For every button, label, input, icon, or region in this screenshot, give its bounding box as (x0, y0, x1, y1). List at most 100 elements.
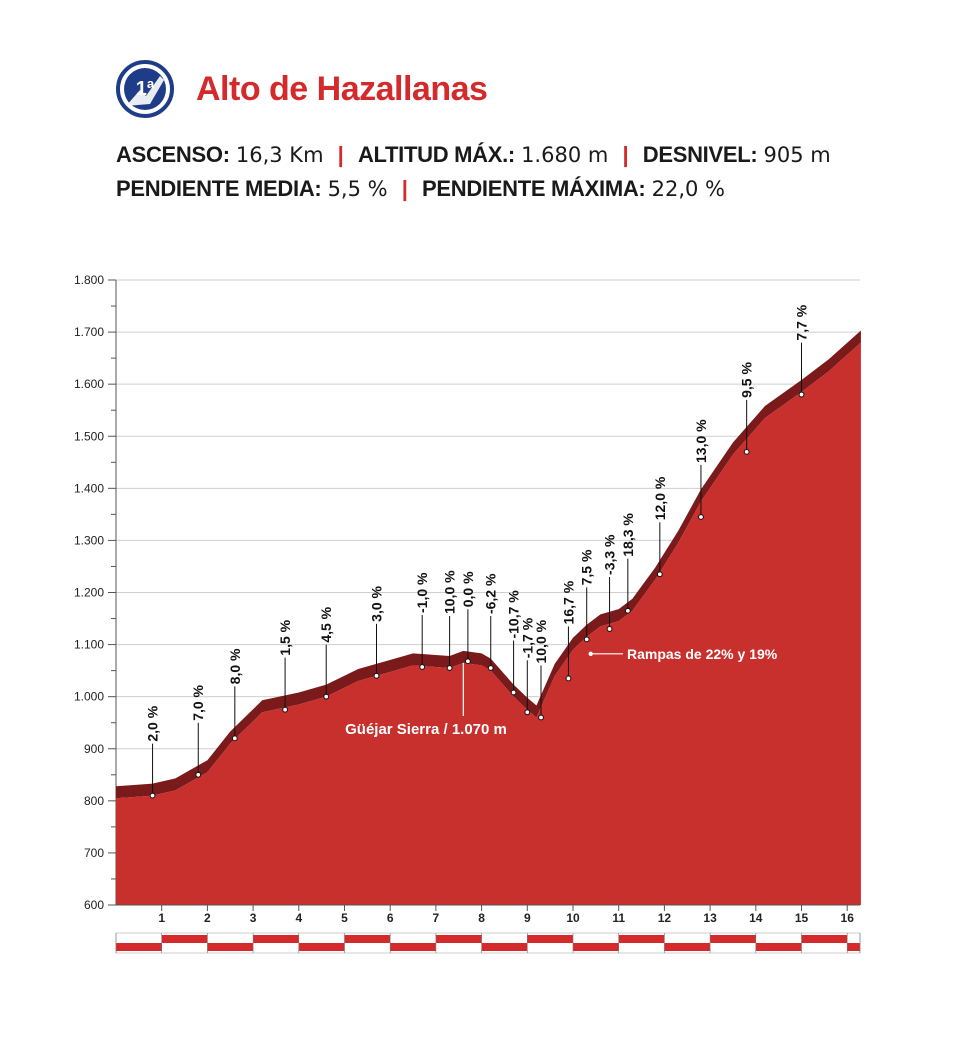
gradient-label: 13,0 % (693, 419, 709, 463)
gradient-point (524, 709, 531, 716)
x-tick-label: 10 (566, 911, 580, 925)
gradient-point (743, 448, 750, 455)
km-strip-segment (573, 943, 619, 951)
climb-stats: ASCENSO: 16,3 Km | ALTITUD MÁX.: 1.680 m… (116, 138, 831, 206)
y-tick-label: 600 (84, 898, 104, 912)
stat-label-ascent: ASCENSO: (116, 142, 230, 167)
gradient-label: 12,0 % (652, 476, 668, 520)
x-tick-label: 12 (658, 911, 672, 925)
gradient-label: 8,0 % (227, 648, 243, 684)
y-tick-label: 1.200 (74, 586, 104, 600)
gradient-label: 4,5 % (318, 606, 334, 642)
gradient-point (624, 607, 631, 614)
gradient-point (698, 514, 704, 520)
gradient-label: -1,7 % (519, 617, 535, 658)
x-tick-label: 7 (433, 911, 440, 925)
stat-label-max-gradient: PENDIENTE MÁXIMA: (422, 176, 646, 201)
gradient-point (149, 792, 156, 799)
km-strip-segment (253, 935, 299, 943)
gradient-label: 7,7 % (794, 304, 810, 340)
gradient-point (510, 689, 517, 696)
km-strip-segment (161, 935, 208, 943)
gradient-point (373, 672, 380, 679)
gradient-point (565, 675, 572, 682)
stat-label-elevation-gain: DESNIVEL: (642, 142, 758, 167)
gradient-point (282, 706, 288, 713)
km-strip-segment (344, 935, 391, 943)
y-tick-label: 1.700 (74, 325, 104, 339)
gradient-label: 0,0 % (460, 571, 476, 607)
gradient-point (487, 665, 494, 671)
gradient-point (538, 714, 544, 721)
km-strip-segment (116, 943, 162, 951)
gradient-label: 2,0 % (145, 705, 161, 741)
gradient-point (446, 665, 453, 671)
gradient-label: -1,0 % (414, 572, 430, 613)
x-tick-label: 9 (524, 911, 531, 925)
km-strip-segment (801, 935, 848, 943)
gradient-label: -3,3 % (602, 534, 618, 575)
gradient-point (419, 664, 426, 670)
gradient-label: 10,0 % (442, 570, 458, 614)
gradient-point (323, 693, 330, 700)
y-tick-label: 1.300 (74, 533, 104, 547)
stat-value-elevation-gain: 905 m (763, 143, 831, 167)
annotation-label: Güéjar Sierra / 1.070 m (345, 721, 507, 738)
x-tick-label: 14 (749, 911, 763, 925)
stats-row-2: PENDIENTE MEDIA: 5,5 % | PENDIENTE MÁXIM… (116, 172, 831, 206)
km-strip-segment (664, 943, 711, 951)
gradient-point (464, 658, 471, 665)
y-tick-label: 700 (84, 846, 104, 860)
km-strip-segment (481, 943, 528, 951)
gradient-label: 9,5 % (739, 362, 755, 398)
y-tick-label: 900 (84, 742, 104, 756)
category-badge-text: 1ª (136, 78, 155, 100)
km-strip-segment (435, 935, 482, 943)
km-strip-segment (847, 943, 860, 951)
gradient-point (798, 391, 805, 398)
gradient-point (606, 626, 613, 632)
gradient-label: 18,3 % (620, 513, 636, 557)
annotation-label: Rampas de 22% y 19% (627, 646, 778, 662)
gradient-point (656, 571, 663, 578)
km-strip-segment (527, 935, 573, 943)
stat-label-max-altitude: ALTITUD MÁX.: (357, 142, 515, 167)
category-badge-icon: 1ª (116, 60, 174, 118)
separator: | (401, 176, 408, 201)
gradient-label: 7,5 % (579, 549, 595, 585)
y-tick-label: 1.100 (74, 638, 104, 652)
x-tick-label: 13 (703, 911, 717, 925)
x-tick-label: 15 (795, 911, 809, 925)
gradient-point (231, 735, 238, 742)
y-tick-label: 1.600 (74, 377, 104, 391)
x-tick-label: 8 (478, 911, 485, 925)
gradient-point (583, 636, 590, 643)
stat-value-max-altitude: 1.680 m (521, 143, 609, 167)
x-tick-label: 16 (841, 911, 855, 925)
stat-value-ascent: 16,3 Km (235, 143, 324, 167)
x-tick-label: 2 (204, 911, 211, 925)
gradient-label: 3,0 % (368, 585, 384, 621)
climb-title: Alto de Hazallanas (196, 70, 488, 108)
stat-value-max-gradient: 22,0 % (651, 177, 725, 201)
stat-value-average-gradient: 5,5 % (327, 177, 388, 201)
km-strip-segment (618, 935, 665, 943)
profile-area (116, 342, 861, 905)
stat-label-average-gradient: PENDIENTE MEDIA: (116, 176, 322, 201)
separator: | (622, 142, 629, 167)
gradient-point (195, 771, 202, 778)
km-strip-segment (298, 943, 345, 951)
annotation-point (588, 651, 593, 656)
gradient-label: 1,5 % (277, 619, 293, 655)
x-tick-label: 11 (612, 911, 625, 925)
y-tick-label: 800 (84, 794, 104, 808)
y-tick-label: 1.400 (74, 481, 104, 495)
x-tick-label: 3 (250, 911, 257, 925)
separator: | (337, 142, 344, 167)
gradient-label: 7,0 % (190, 684, 206, 720)
stats-row-1: ASCENSO: 16,3 Km | ALTITUD MÁX.: 1.680 m… (116, 138, 831, 172)
km-strip-segment (755, 943, 802, 951)
x-tick-label: 5 (341, 911, 348, 925)
km-strip-segment (207, 943, 254, 951)
